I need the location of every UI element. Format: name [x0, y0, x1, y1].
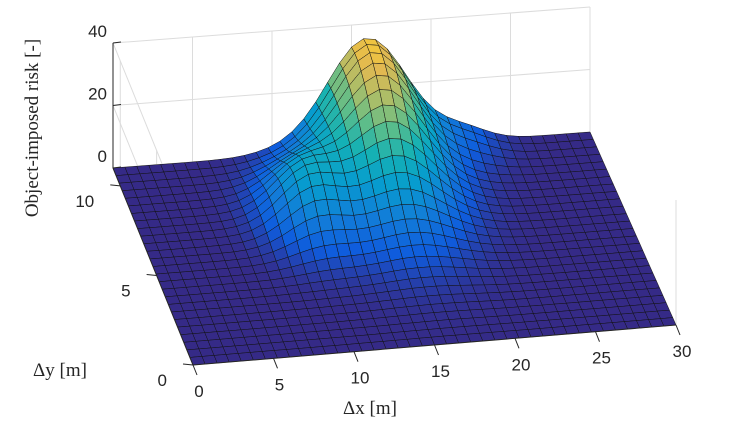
- x-tick-label: 15: [431, 362, 450, 381]
- x-axis-ticks: 0 5 10 15 20 25 30: [192, 324, 692, 401]
- z-axis-ticks: 0 20 40: [88, 22, 122, 169]
- x-tick-label: 10: [351, 369, 370, 388]
- z-tick-label: 40: [88, 22, 107, 41]
- y-tick-mark: [146, 273, 157, 276]
- x-tick-mark: [675, 324, 681, 336]
- z-tick-label: 0: [98, 147, 107, 166]
- x-axis-label: Δx [m]: [343, 398, 397, 419]
- y-axis-label: Δy [m]: [33, 360, 87, 381]
- x-tick-mark: [514, 338, 520, 349]
- y-tick-label: 0: [158, 371, 167, 390]
- z-tick-mark: [112, 104, 122, 106]
- y-axis-ticks: 0 5 10: [75, 184, 194, 390]
- z-tick-mark: [112, 166, 122, 169]
- x-tick-mark: [353, 351, 359, 362]
- y-tick-mark: [110, 184, 121, 187]
- z-axis-label: Object-imposed risk [-]: [22, 39, 43, 217]
- x-tick-label: 0: [194, 382, 203, 401]
- y-tick-mark: [182, 363, 194, 366]
- z-tick-label: 20: [88, 85, 107, 104]
- x-tick-mark: [192, 364, 198, 376]
- x-tick-mark: [434, 344, 439, 356]
- y-tick-label: 10: [75, 192, 94, 211]
- z-tick-mark: [112, 41, 122, 44]
- risk-surface: [112, 38, 677, 366]
- x-tick-label: 20: [512, 355, 531, 374]
- x-tick-label: 5: [275, 375, 284, 394]
- y-tick-label: 5: [121, 281, 130, 300]
- y-axis-line: [112, 167, 194, 366]
- x-tick-label: 25: [592, 349, 611, 368]
- x-tick-label: 30: [673, 342, 692, 361]
- x-tick-mark: [595, 331, 600, 342]
- x-tick-mark: [273, 358, 278, 369]
